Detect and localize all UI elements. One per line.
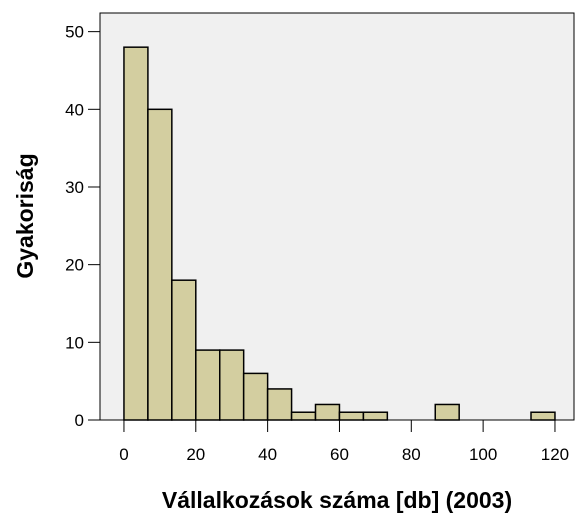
y-tick-label: 30: [65, 178, 84, 197]
x-tick-label: 20: [186, 445, 205, 464]
y-axis-label: Gyakoriság: [12, 153, 38, 278]
bar: [147, 108, 173, 421]
bar: [362, 411, 389, 421]
y-tick-label: 0: [75, 411, 84, 430]
bar: [530, 411, 556, 421]
bar: [242, 372, 269, 421]
x-tick-label: 120: [541, 445, 569, 464]
bar: [434, 403, 460, 421]
y-tick-label: 50: [65, 23, 84, 42]
x-tick-label: 0: [119, 445, 128, 464]
bar: [290, 411, 317, 421]
bar: [266, 388, 293, 421]
x-tick-label: 100: [469, 445, 497, 464]
y-tick-label: 20: [65, 256, 84, 275]
x-tick-label: 40: [258, 445, 277, 464]
x-tick-label: 60: [330, 445, 349, 464]
x-tick-label: 80: [402, 445, 421, 464]
bar: [314, 403, 341, 421]
x-axis-label: Vállalkozások száma [db] (2003): [162, 487, 512, 513]
bar: [123, 46, 149, 421]
bar: [171, 279, 197, 421]
bar: [218, 349, 245, 421]
y-tick-label: 40: [65, 100, 84, 119]
bar: [338, 411, 365, 421]
bar: [195, 349, 221, 421]
y-tick-label: 10: [65, 333, 84, 352]
